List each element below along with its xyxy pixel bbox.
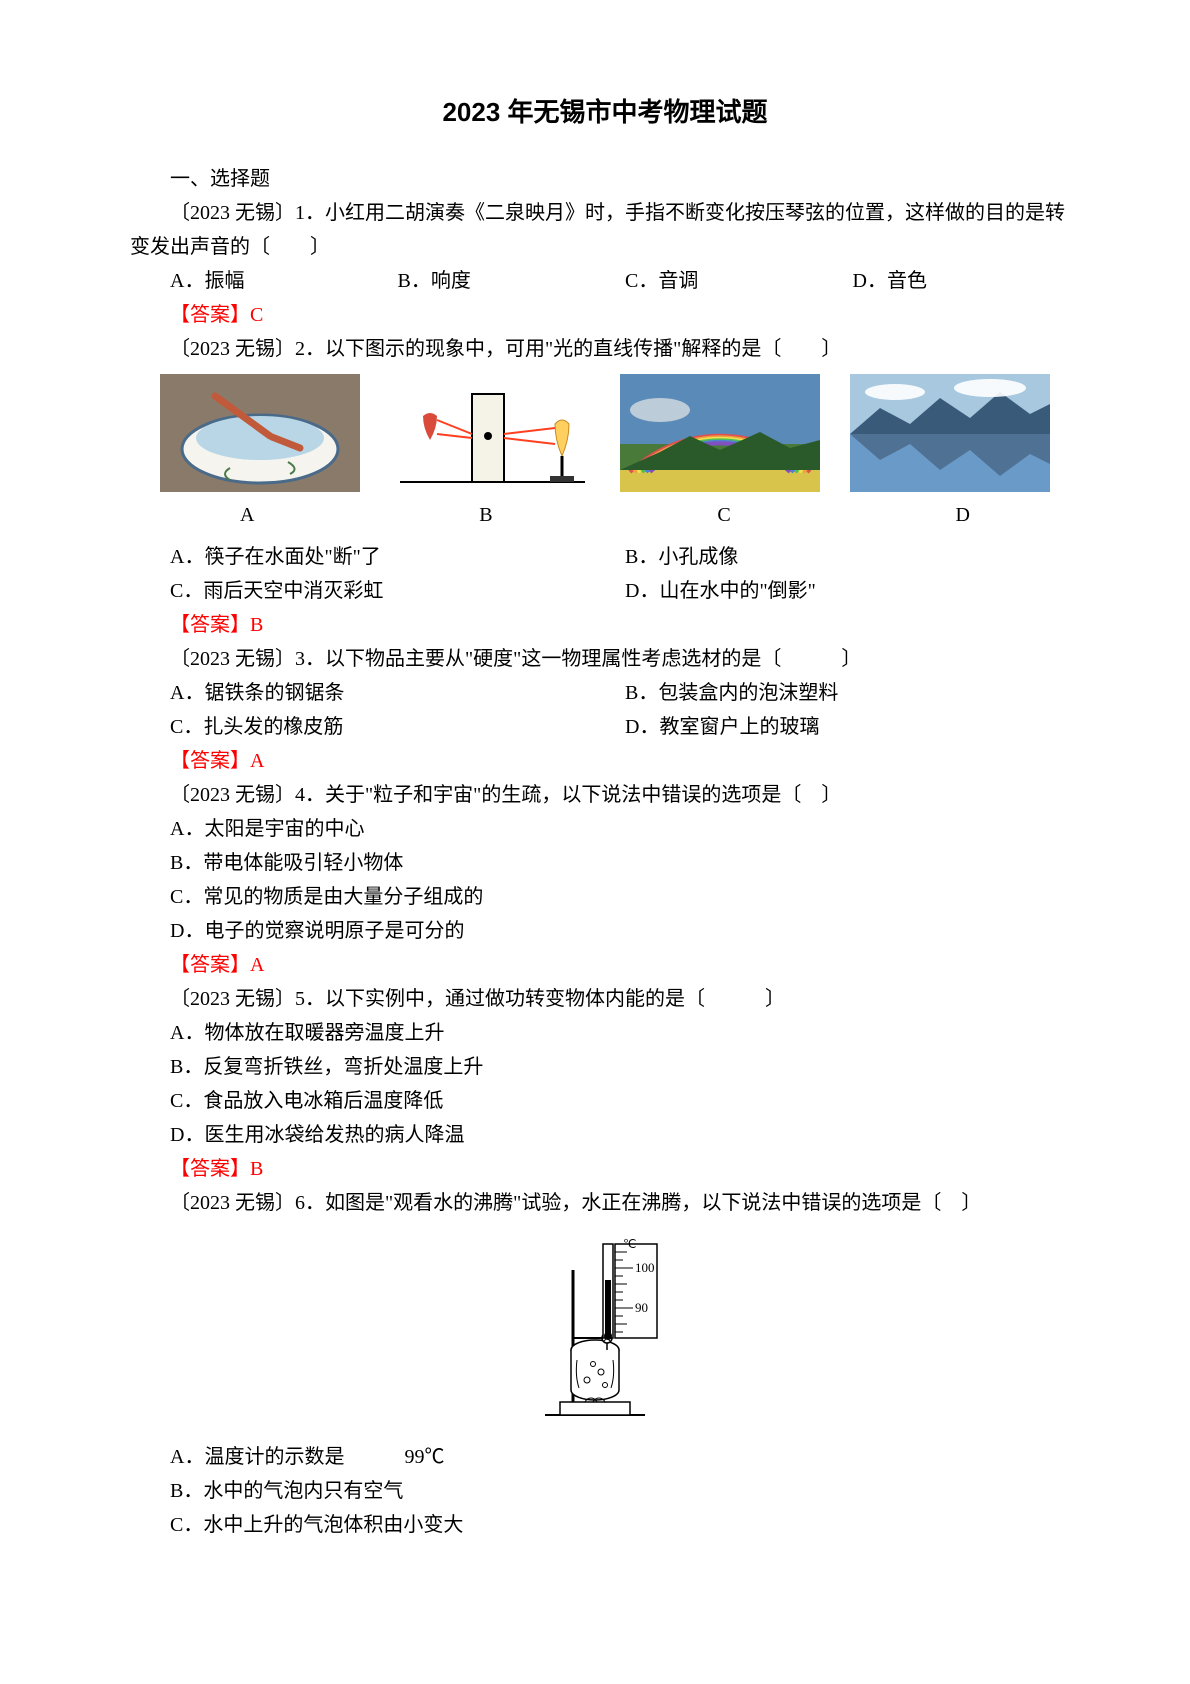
q2-optC: C．雨后天空中消灭彩虹 — [170, 574, 625, 608]
q2-image-D — [850, 374, 1050, 492]
q5-optD: D．医生用冰袋给发热的病人降温 — [130, 1118, 1080, 1152]
q3-optB: B．包装盒内的泡沫塑料 — [625, 676, 1080, 710]
q6-optB: B．水中的气泡内只有空气 — [130, 1474, 1080, 1508]
q6-figure: ℃ 100 90 — [130, 1230, 1080, 1430]
q4-stem: 〔2023 无锡〕4．关于"粒子和宇宙"的生疏，以下说法中错误的选项是〔 〕 — [130, 778, 1080, 812]
therm-c: ℃ — [623, 1237, 636, 1251]
q3-optD: D．教室窗户上的玻璃 — [625, 710, 1080, 744]
q2-image-A — [160, 374, 360, 492]
q6-stem: 〔2023 无锡〕6．如图是"观看水的沸腾"试验，水正在沸腾，以下说法中错误的选… — [130, 1186, 1080, 1220]
q5-optB: B．反复弯折铁丝，弯折处温度上升 — [130, 1050, 1080, 1084]
q1-options: A．振幅 B．响度 C．音调 D．音色 — [130, 264, 1080, 298]
q6-optA: A．温度计的示数是 99℃ — [130, 1440, 1080, 1474]
q1-answer: 【答案】C — [130, 298, 1080, 332]
q2-options1: A．筷子在水面处"断"了 B．小孔成像 — [130, 540, 1080, 574]
section-heading: 一、选择题 — [130, 162, 1080, 196]
q3-options2: C．扎头发的橡皮筋 D．教室窗户上的玻璃 — [130, 710, 1080, 744]
q3-stem: 〔2023 无锡〕3．以下物品主要从"硬度"这一物理属性考虑选材的是〔 〕 — [130, 642, 1080, 676]
q2-stem: 〔2023 无锡〕2．以下图示的现象中，可用"光的直线传播"解释的是〔 〕 — [130, 332, 1080, 366]
q3-answer: 【答案】A — [130, 744, 1080, 778]
q1-optC: C．音调 — [625, 264, 853, 298]
q1-stem: 〔2023 无锡〕1．小红用二胡演奏《二泉映月》时，手指不断变化按压琴弦的位置，… — [130, 196, 1080, 264]
q1-optA: A．振幅 — [170, 264, 398, 298]
q2-optA: A．筷子在水面处"断"了 — [170, 540, 625, 574]
q5-stem: 〔2023 无锡〕5．以下实例中，通过做功转变物体内能的是〔 〕 — [130, 982, 1080, 1016]
q4-optD: D．电子的觉察说明原子是可分的 — [130, 914, 1080, 948]
q2-image-C — [620, 374, 820, 492]
q1-optD: D．音色 — [853, 264, 1081, 298]
q5-answer: 【答案】B — [130, 1152, 1080, 1186]
q4-optC: C．常见的物质是由大量分子组成的 — [130, 880, 1080, 914]
therm-90: 90 — [635, 1300, 648, 1315]
q2-image-B — [390, 374, 590, 492]
q2-labD: D — [956, 498, 970, 532]
q2-labA: A — [240, 498, 254, 532]
q2-optD: D．山在水中的"倒影" — [625, 574, 1080, 608]
q2-labC: C — [717, 498, 730, 532]
therm-100: 100 — [635, 1260, 655, 1275]
q4-optB: B．带电体能吸引轻小物体 — [130, 846, 1080, 880]
q4-optA: A．太阳是宇宙的中心 — [130, 812, 1080, 846]
q3-optC: C．扎头发的橡皮筋 — [170, 710, 625, 744]
q2-image-labels: A B C D — [130, 498, 1080, 540]
q1-optB: B．响度 — [398, 264, 626, 298]
q2-optB: B．小孔成像 — [625, 540, 1080, 574]
q3-optA: A．锯铁条的钢锯条 — [170, 676, 625, 710]
q6-optC: C．水中上升的气泡体积由小变大 — [130, 1508, 1080, 1542]
q2-images — [130, 366, 1080, 498]
page-title: 2023 年无锡市中考物理试题 — [130, 90, 1080, 134]
q5-optA: A．物体放在取暖器旁温度上升 — [130, 1016, 1080, 1050]
q2-answer: 【答案】B — [130, 608, 1080, 642]
q4-answer: 【答案】A — [130, 948, 1080, 982]
q3-options1: A．锯铁条的钢锯条 B．包装盒内的泡沫塑料 — [130, 676, 1080, 710]
q2-labB: B — [479, 498, 492, 532]
q2-options2: C．雨后天空中消灭彩虹 D．山在水中的"倒影" — [130, 574, 1080, 608]
q5-optC: C．食品放入电冰箱后温度降低 — [130, 1084, 1080, 1118]
